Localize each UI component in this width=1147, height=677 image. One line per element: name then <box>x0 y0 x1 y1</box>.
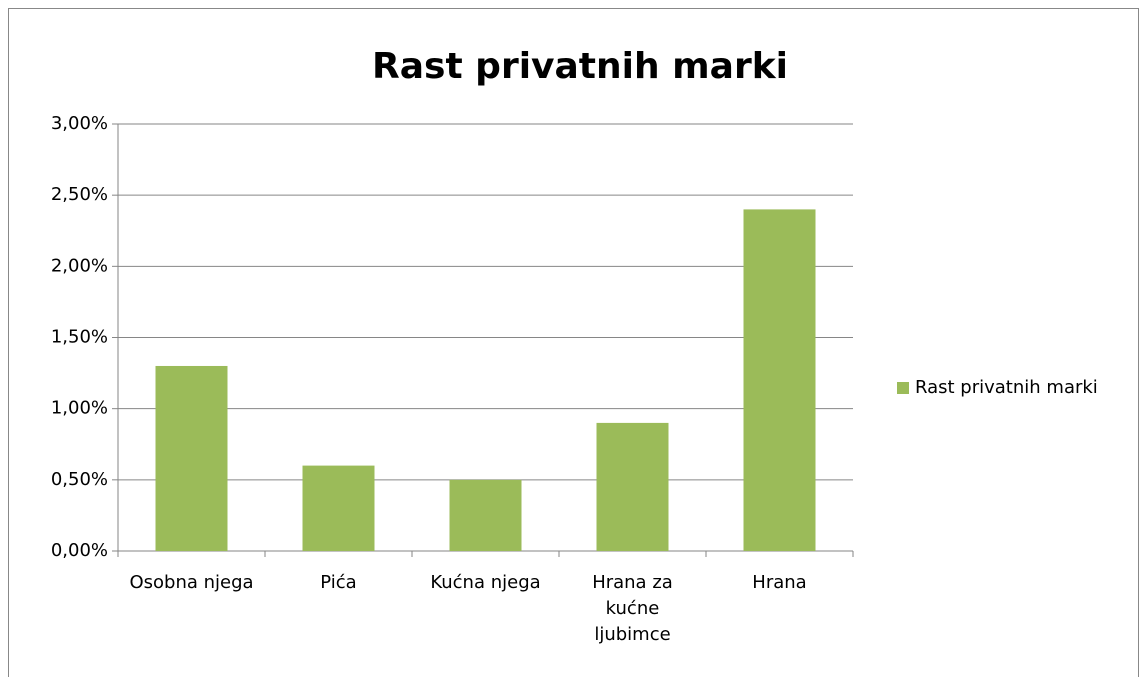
legend-swatch <box>897 382 909 394</box>
bar <box>155 365 228 551</box>
y-tick-label: 0,50% <box>51 469 108 490</box>
y-tick-label: 1,00% <box>51 398 108 419</box>
chart-frame <box>8 8 1139 677</box>
y-tick-label: 0,00% <box>51 540 108 561</box>
chart-title: Rast privatnih marki <box>372 46 788 87</box>
bar <box>743 209 816 551</box>
x-tick-label: Kućna njega <box>430 572 540 593</box>
x-tick-label: Hrana za kućne ljubimce <box>592 572 673 645</box>
x-tick-label: Pića <box>320 572 356 593</box>
y-tick-label: 2,50% <box>51 184 108 205</box>
y-tick-label: 2,00% <box>51 255 108 276</box>
y-tick-label: 3,00% <box>51 113 108 134</box>
x-tick-label: Osobna njega <box>129 572 253 593</box>
bar <box>596 422 669 551</box>
legend-label: Rast privatnih marki <box>915 377 1098 398</box>
x-tick-label: Hrana <box>752 572 806 593</box>
bar <box>302 465 375 551</box>
bar <box>449 479 522 551</box>
y-tick-label: 1,50% <box>51 327 108 348</box>
